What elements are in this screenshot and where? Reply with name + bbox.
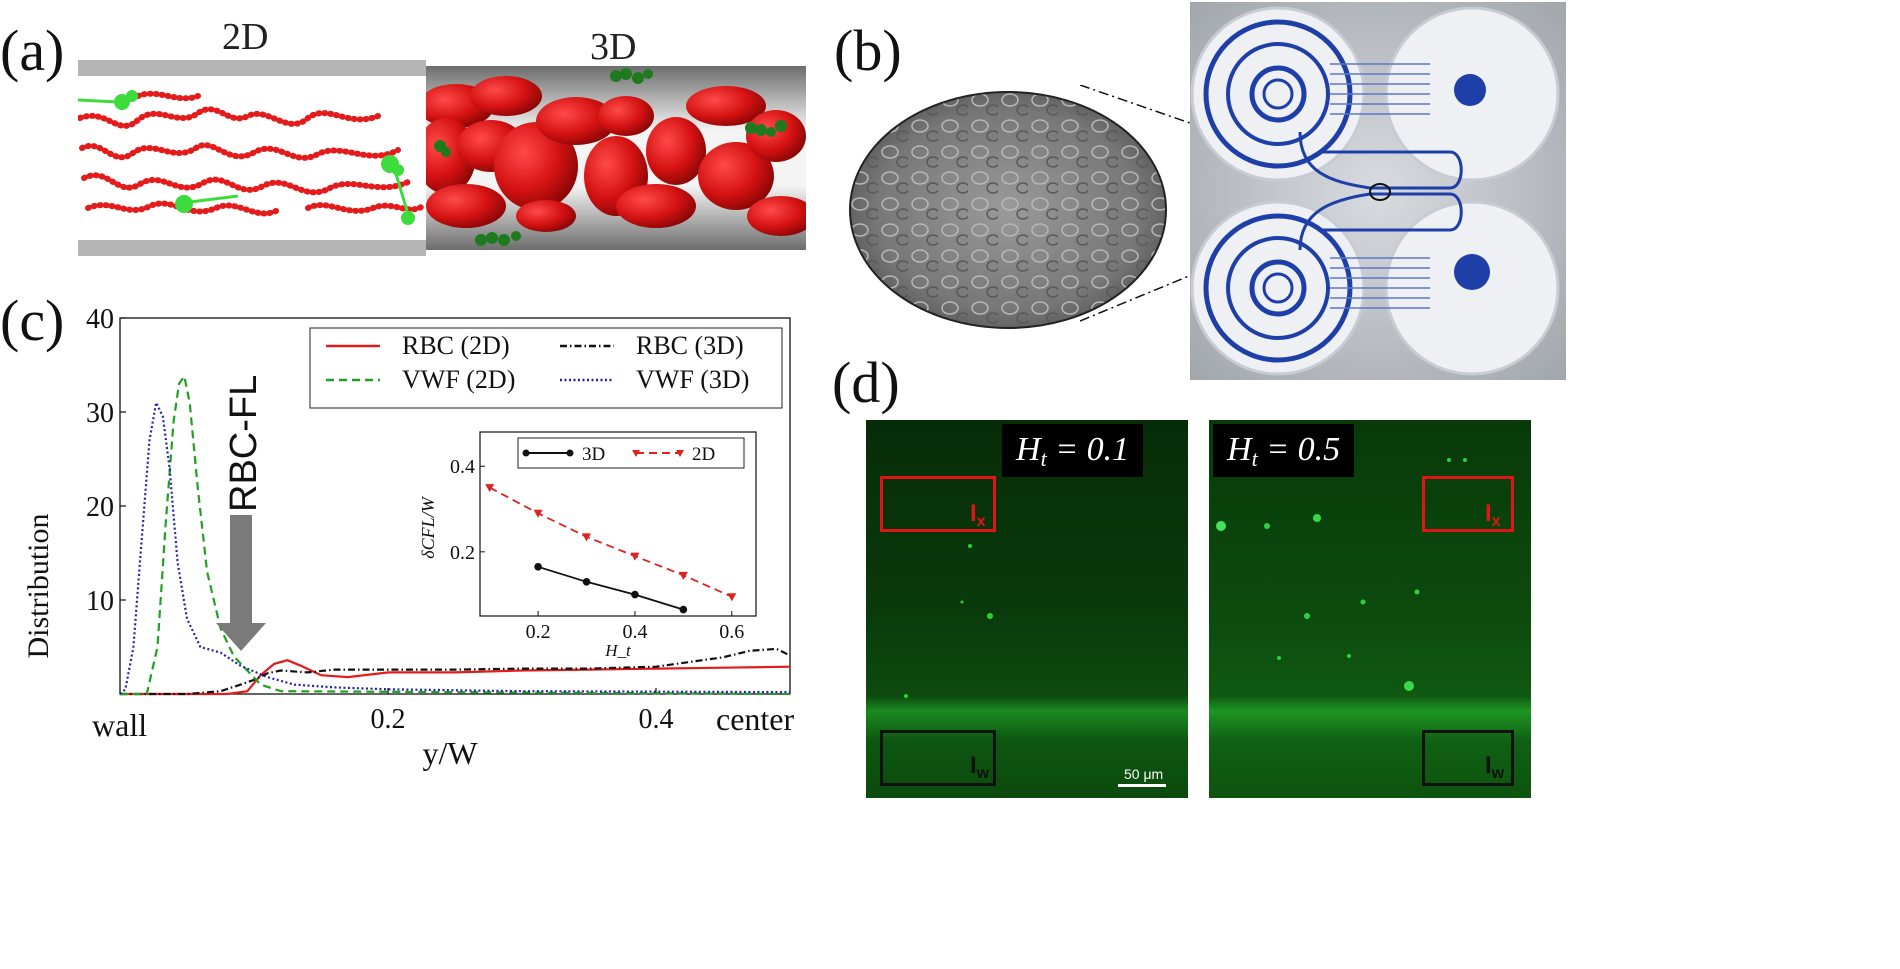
inset-point-0-0 xyxy=(534,562,542,571)
main-legend-label-2: VWF (2D) xyxy=(402,365,515,394)
panel-a-3d-title: 3D xyxy=(590,26,637,68)
inset-point-0-3 xyxy=(679,605,688,614)
scale-bar-label: 50 μm xyxy=(1124,766,1164,782)
inset-legend-label-0: 3D xyxy=(582,444,605,465)
main-ytick-label-3: 40 xyxy=(86,304,114,335)
inset-chart-xlabel: H_t xyxy=(604,641,632,660)
panel-b-microscopy-view xyxy=(849,91,1167,329)
inset-xtick-label-2: 0.6 xyxy=(719,621,744,643)
roi-label-x-left: Ix xyxy=(970,500,986,530)
main-ytick-label-1: 20 xyxy=(86,492,114,523)
inset-legend-marker-1-1 xyxy=(676,450,684,457)
inset-point-1-3 xyxy=(630,552,640,561)
inset-legend-marker-0-1 xyxy=(566,449,574,457)
inset-point-0-2 xyxy=(631,590,639,599)
panel-a-3d-simulation xyxy=(426,66,806,250)
roi-label-w-right: Iw xyxy=(1485,752,1505,782)
main-series-line-1 xyxy=(120,647,791,696)
roi-box-w-left xyxy=(880,730,996,786)
roi-label-w-left: Iw xyxy=(970,752,990,782)
main-chart-ylabel: Distribution xyxy=(22,513,55,658)
inset-legend-marker-1-0 xyxy=(632,450,640,457)
inset-series-line-1 xyxy=(489,486,733,598)
inset-xtick-label-1: 0.4 xyxy=(622,621,647,643)
hematocrit-label-left: Ht = 0.1 xyxy=(1002,424,1144,478)
main-chart-xlabel: y/W xyxy=(422,735,478,771)
roi-box-w-right xyxy=(1422,730,1514,786)
inset-point-1-0 xyxy=(485,484,495,493)
panel-b-microfluidic-chip-photo xyxy=(1190,2,1566,380)
hematocrit-label-right: Ht = 0.5 xyxy=(1213,424,1355,478)
inset-point-1-2 xyxy=(582,533,592,542)
panel-label-a: (a) xyxy=(0,18,65,83)
fluorescence-image-left: Ht = 0.1 Ix Iw 50 μm xyxy=(866,420,1188,798)
panel-c-inset-cfl-chart: 0.2 0.4 0.6 0.2 0.4 3D 2D δCFL/W H_t xyxy=(418,431,757,660)
scale-bar xyxy=(1118,784,1166,787)
fluorescence-image-right: Ht = 0.5 Ix Iw xyxy=(1209,420,1531,798)
main-series-line-3 xyxy=(119,399,791,695)
main-legend-label-0: RBC (2D) xyxy=(402,331,510,360)
rbc-fl-annotation: RBC-FL xyxy=(223,375,265,512)
panel-label-b: (b) xyxy=(834,18,902,83)
roi-box-x-left xyxy=(880,476,996,532)
x-end-label-wall: wall xyxy=(92,707,147,743)
main-chart-legend: RBC (2D) RBC (3D) VWF (2D) VWF (3D) xyxy=(309,327,783,409)
main-xtick-label-1: 0.4 xyxy=(639,704,674,735)
panel-a-2d-simulation xyxy=(78,60,426,256)
roi-label-x-right: Ix xyxy=(1485,500,1501,530)
main-legend-label-3: VWF (3D) xyxy=(636,365,749,394)
main-ytick-label-0: 10 xyxy=(86,586,114,617)
main-xtick-label-0: 0.2 xyxy=(371,704,406,735)
inset-series-line-0 xyxy=(537,565,684,611)
inset-ytick-label-0: 0.2 xyxy=(450,542,475,564)
inset-legend-marker-0-0 xyxy=(522,449,530,457)
main-series-line-0 xyxy=(120,659,791,696)
inset-point-1-1 xyxy=(533,509,543,518)
inset-point-0-1 xyxy=(582,577,591,586)
panel-label-d: (d) xyxy=(832,350,900,415)
panel-a-2d-title: 2D xyxy=(222,16,269,58)
inset-ytick-label-1: 0.4 xyxy=(450,456,475,478)
x-end-label-center: center xyxy=(716,701,795,737)
inset-legend-label-1: 2D xyxy=(692,444,715,465)
inset-xtick-label-0: 0.2 xyxy=(526,621,551,643)
inset-chart-legend: 3D 2D xyxy=(517,437,745,469)
rbc-fl-arrow xyxy=(216,515,266,651)
inset-point-1-4 xyxy=(678,571,688,580)
inset-chart-ylabel: δCFL/W xyxy=(418,495,438,558)
panel-c-distribution-chart: 0.2 0.4 10 20 30 40 RBC-FL Distribution y/W w… xyxy=(22,304,795,771)
main-ytick-label-2: 30 xyxy=(86,398,114,429)
main-legend-label-1: RBC (3D) xyxy=(636,331,744,360)
inset-point-1-5 xyxy=(727,593,737,602)
main-series-line-2 xyxy=(120,373,791,696)
panel-label-c: (c) xyxy=(0,288,65,353)
roi-box-x-right xyxy=(1422,476,1514,532)
